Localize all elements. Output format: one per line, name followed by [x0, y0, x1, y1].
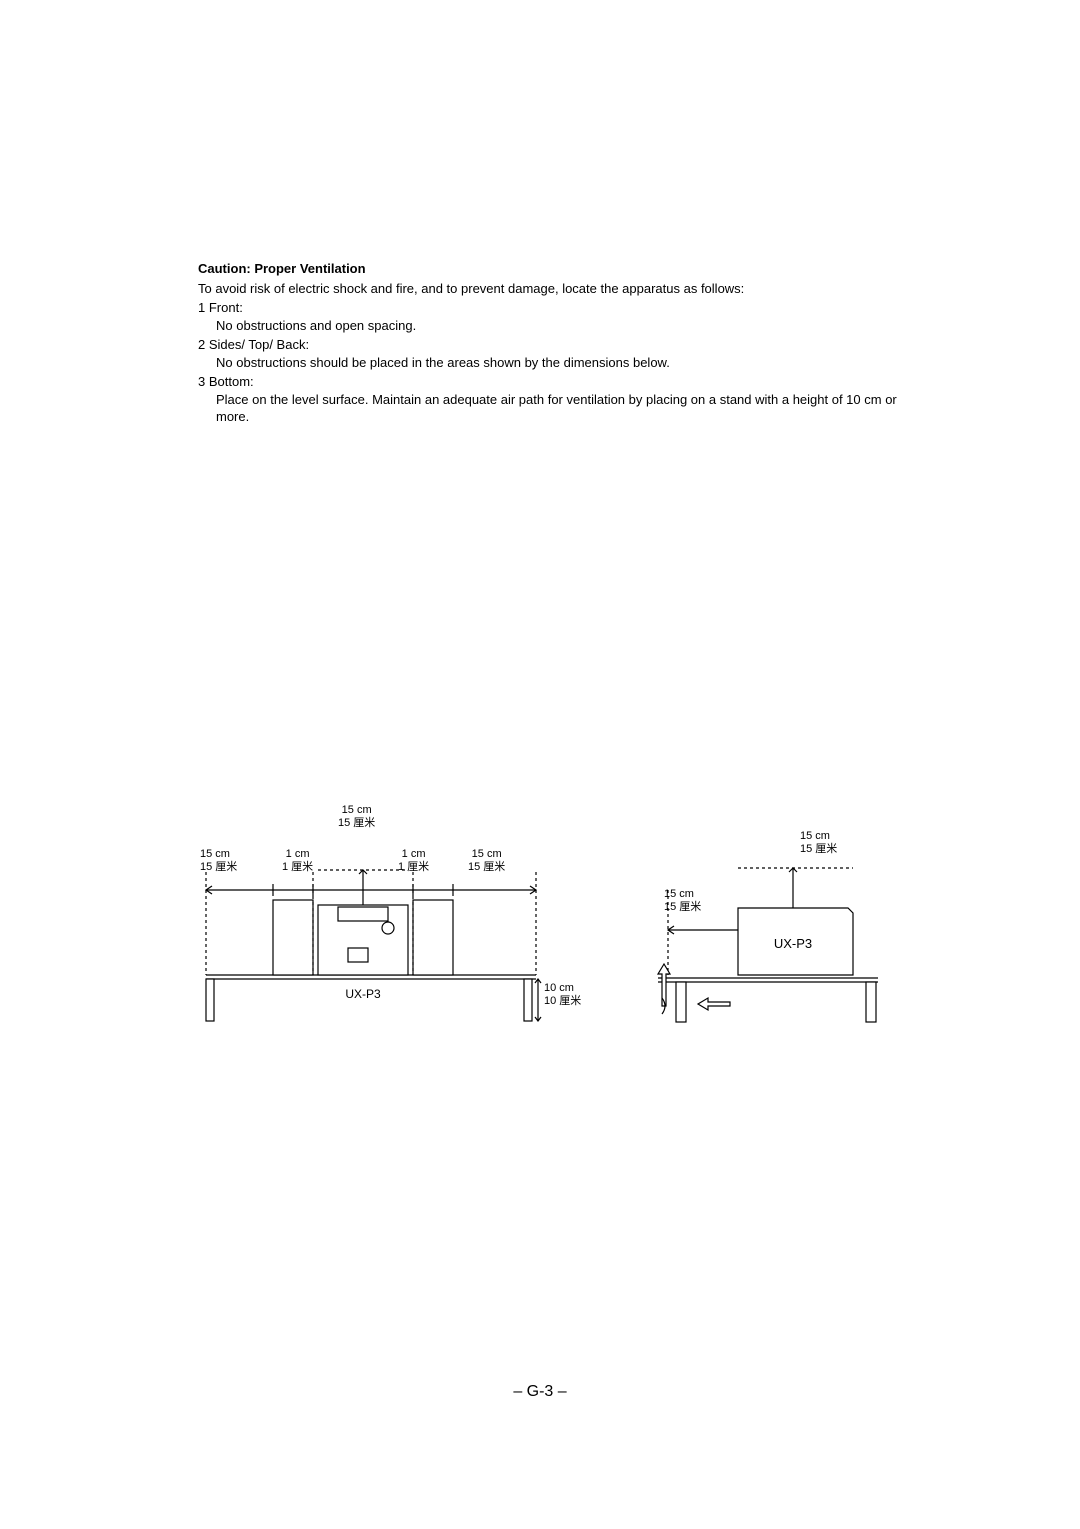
- item-1-label: Front:: [209, 300, 243, 315]
- page-number: – G-3 –: [0, 1383, 1080, 1401]
- front-product-label: UX-P3: [345, 987, 381, 1001]
- dim-right-inner: 1 cm1 厘米: [398, 848, 429, 873]
- front-view-diagram: UX-P3 15 cm15 厘米 15 cm15 厘米 1 cm1 厘米 1 c…: [198, 800, 558, 1060]
- side-dim-top: 15 cm15 厘米: [800, 830, 837, 855]
- item-3-num: 3: [198, 374, 205, 389]
- dim-stand-height: 10 cm10 厘米: [544, 982, 581, 1007]
- caution-heading: Caution: Proper Ventilation: [198, 260, 898, 278]
- item-2: 2 Sides/ Top/ Back: No obstructions shou…: [198, 336, 898, 371]
- item-1-body: No obstructions and open spacing.: [198, 317, 898, 335]
- intro-text: To avoid risk of electric shock and fire…: [198, 280, 898, 298]
- side-product-label: UX-P3: [774, 936, 812, 951]
- dim-left-inner: 1 cm1 厘米: [282, 848, 313, 873]
- item-2-num: 2: [198, 337, 205, 352]
- diagrams-area: UX-P3 15 cm15 厘米 15 cm15 厘米 1 cm1 厘米 1 c…: [198, 800, 898, 1060]
- dim-top: 15 cm15 厘米: [338, 804, 375, 829]
- item-3: 3 Bottom: Place on the level surface. Ma…: [198, 373, 898, 426]
- item-3-label: Bottom:: [209, 374, 254, 389]
- item-2-label: Sides/ Top/ Back:: [209, 337, 309, 352]
- text-block: Caution: Proper Ventilation To avoid ris…: [198, 260, 898, 428]
- item-1: 1 Front: No obstructions and open spacin…: [198, 299, 898, 334]
- dim-right-outer: 15 cm15 厘米: [468, 848, 505, 873]
- item-1-num: 1: [198, 300, 205, 315]
- dim-left-outer: 15 cm15 厘米: [200, 848, 237, 873]
- side-dim-back: 15 cm15 厘米: [664, 888, 701, 913]
- item-2-body: No obstructions should be placed in the …: [198, 354, 898, 372]
- item-3-body: Place on the level surface. Maintain an …: [198, 391, 898, 426]
- side-view-diagram: UX-P3 15 cm15 厘米 15 cm15 厘米: [628, 800, 888, 1060]
